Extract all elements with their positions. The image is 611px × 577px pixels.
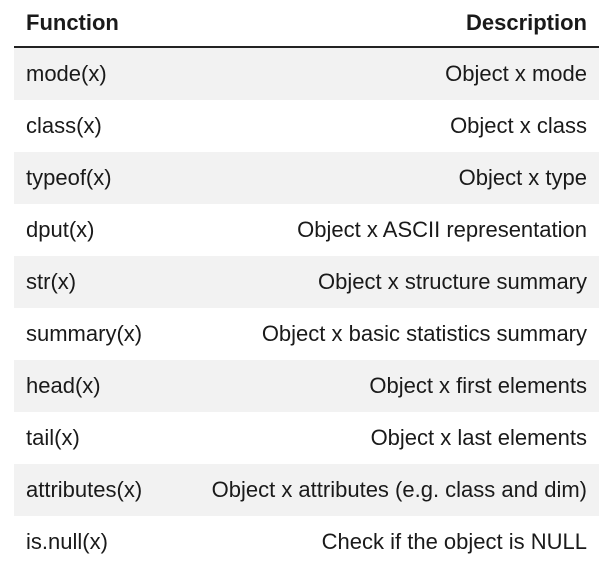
function-table-container: Function Description mode(x) Object x mo…: [14, 0, 599, 568]
function-table: Function Description mode(x) Object x mo…: [14, 0, 599, 568]
description-cell: Object x type: [188, 152, 599, 204]
function-cell: typeof(x): [14, 152, 188, 204]
function-cell: head(x): [14, 360, 188, 412]
function-cell: mode(x): [14, 47, 188, 100]
description-cell: Object x structure summary: [188, 256, 599, 308]
table-header: Function Description: [14, 0, 599, 48]
table-row: summary(x) Object x basic statistics sum…: [14, 308, 599, 360]
table-body: mode(x) Object x mode class(x) Object x …: [14, 47, 599, 568]
function-cell: is.null(x): [26, 529, 108, 554]
table-row: tail(x) Object x last elements: [14, 412, 599, 464]
header-description: Description: [188, 0, 599, 48]
function-cell: str(x): [14, 256, 188, 308]
function-cell: class(x): [26, 113, 102, 138]
table-row: mode(x) Object x mode: [14, 47, 599, 100]
description-cell: Object x class: [450, 113, 587, 138]
function-cell: dput(x): [26, 217, 95, 242]
description-cell: Object x basic statistics summary: [261, 321, 587, 346]
table-row: attributes(x) Object x attributes (e.g. …: [14, 464, 599, 516]
description-cell: Object x mode: [188, 47, 599, 100]
table-row: str(x) Object x structure summary: [14, 256, 599, 308]
description-cell: Object x attributes (e.g. class and dim): [188, 464, 599, 516]
description-cell: Check if the object is NULL: [321, 529, 587, 554]
description-cell: Object x first elements: [188, 360, 599, 412]
function-cell: tail(x): [26, 425, 80, 450]
function-cell: summary(x): [26, 321, 143, 346]
table-row: typeof(x) Object x type: [14, 152, 599, 204]
table-row: is.null(x) Check if the object is NULL: [14, 516, 599, 568]
table-row: class(x) Object x class: [14, 100, 599, 152]
description-cell: Object x ASCII representation: [297, 217, 587, 242]
table-row: dput(x) Object x ASCII representation: [14, 204, 599, 256]
header-function: Function: [14, 0, 188, 48]
header-row: Function Description: [14, 0, 599, 48]
function-cell: attributes(x): [14, 464, 188, 516]
table-row: head(x) Object x first elements: [14, 360, 599, 412]
description-cell: Object x last elements: [370, 425, 587, 450]
